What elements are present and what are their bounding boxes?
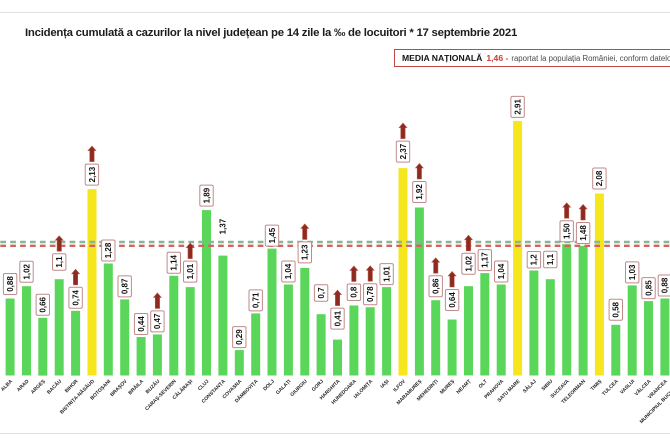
svg-text:0,71: 0,71 bbox=[251, 292, 260, 308]
svg-text:TULCEA: TULCEA bbox=[601, 378, 620, 397]
svg-text:0,47: 0,47 bbox=[153, 313, 162, 329]
svg-text:1,23: 1,23 bbox=[301, 244, 310, 260]
svg-text:2,91: 2,91 bbox=[513, 99, 522, 115]
svg-text:1,14: 1,14 bbox=[170, 254, 179, 270]
svg-text:MUREȘ: MUREȘ bbox=[439, 378, 456, 395]
svg-text:DOLJ: DOLJ bbox=[262, 379, 276, 393]
svg-text:0,44: 0,44 bbox=[137, 316, 146, 332]
svg-text:1,04: 1,04 bbox=[497, 263, 506, 279]
svg-text:0,86: 0,86 bbox=[432, 278, 441, 294]
svg-text:1,04: 1,04 bbox=[284, 263, 293, 279]
svg-text:1,48: 1,48 bbox=[579, 225, 588, 241]
svg-text:0,85: 0,85 bbox=[644, 280, 653, 296]
svg-text:1,89: 1,89 bbox=[202, 187, 211, 203]
svg-text:0,87: 0,87 bbox=[121, 278, 130, 294]
svg-text:1,02: 1,02 bbox=[464, 255, 473, 271]
svg-text:SIBIU: SIBIU bbox=[541, 378, 555, 392]
svg-text:IAȘI: IAȘI bbox=[379, 378, 391, 390]
svg-text:TIMIȘ: TIMIȘ bbox=[590, 378, 604, 392]
svg-text:0,29: 0,29 bbox=[235, 329, 244, 345]
svg-text:1,50: 1,50 bbox=[563, 223, 572, 239]
svg-text:BRĂILA: BRĂILA bbox=[127, 378, 146, 397]
svg-text:1,37: 1,37 bbox=[219, 218, 228, 234]
svg-text:1,45: 1,45 bbox=[268, 227, 277, 243]
svg-text:GIURGIU: GIURGIU bbox=[289, 378, 309, 398]
svg-text:1,02: 1,02 bbox=[22, 263, 31, 279]
svg-text:1,03: 1,03 bbox=[628, 264, 637, 280]
svg-text:0,74: 0,74 bbox=[71, 289, 80, 305]
svg-text:NEAMȚ: NEAMȚ bbox=[456, 379, 473, 396]
svg-text:0,8: 0,8 bbox=[350, 286, 359, 298]
svg-text:0,64: 0,64 bbox=[448, 292, 457, 308]
svg-text:0,41: 0,41 bbox=[333, 310, 342, 326]
svg-text:GORJ: GORJ bbox=[311, 379, 325, 393]
svg-text:1,1: 1,1 bbox=[546, 253, 555, 265]
svg-text:2,13: 2,13 bbox=[88, 166, 97, 182]
svg-text:1,01: 1,01 bbox=[186, 263, 195, 279]
svg-text:1,17: 1,17 bbox=[481, 252, 490, 268]
svg-text:1,01: 1,01 bbox=[382, 266, 391, 282]
svg-text:OLT: OLT bbox=[478, 379, 489, 390]
svg-text:0,7: 0,7 bbox=[317, 287, 326, 299]
svg-text:CLUJ: CLUJ bbox=[197, 379, 211, 393]
svg-text:1,28: 1,28 bbox=[104, 242, 113, 258]
svg-text:1,92: 1,92 bbox=[415, 184, 424, 200]
svg-text:0,66: 0,66 bbox=[39, 296, 48, 312]
svg-text:SĂLAJ: SĂLAJ bbox=[521, 378, 538, 395]
svg-text:ILFOV: ILFOV bbox=[392, 378, 407, 393]
svg-text:0,88: 0,88 bbox=[661, 277, 670, 293]
svg-text:ALBA: ALBA bbox=[0, 378, 14, 392]
svg-text:0,78: 0,78 bbox=[366, 286, 375, 302]
svg-text:2,37: 2,37 bbox=[399, 143, 408, 159]
svg-text:ARGEȘ: ARGEȘ bbox=[30, 378, 47, 395]
svg-text:2,08: 2,08 bbox=[595, 170, 604, 186]
svg-text:BACĂU: BACĂU bbox=[45, 378, 63, 396]
svg-text:1,1: 1,1 bbox=[55, 256, 64, 268]
svg-text:1,2: 1,2 bbox=[530, 254, 539, 266]
svg-text:ARAD: ARAD bbox=[16, 378, 31, 393]
svg-text:0,88: 0,88 bbox=[6, 276, 15, 292]
svg-text:0,58: 0,58 bbox=[612, 301, 621, 317]
svg-text:BRAȘOV: BRAȘOV bbox=[109, 378, 129, 398]
